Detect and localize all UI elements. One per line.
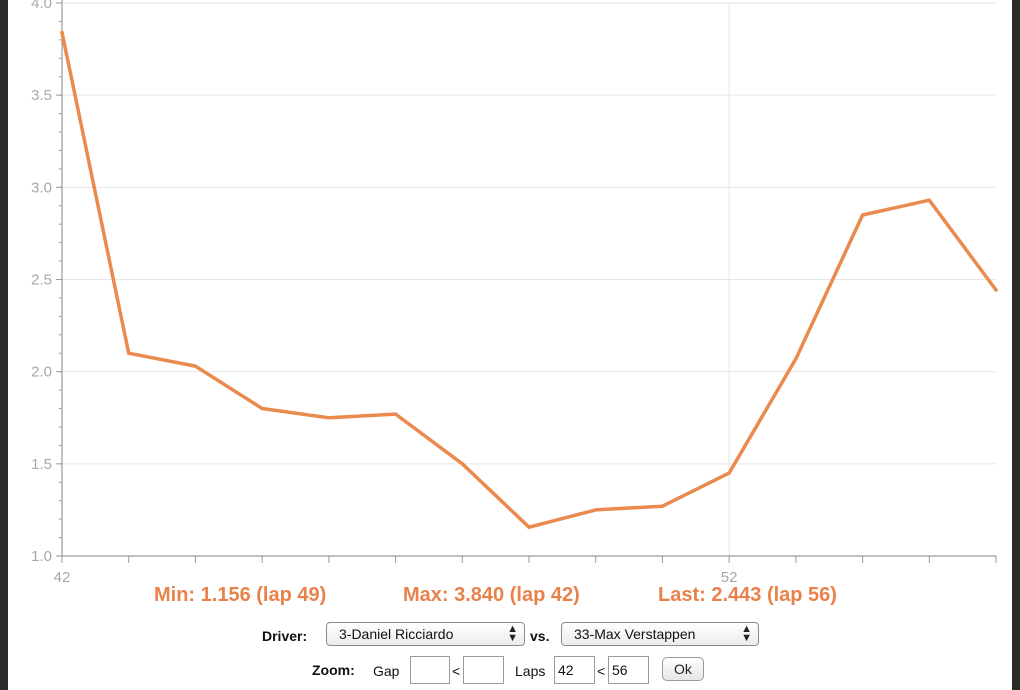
ok-button[interactable]: Ok <box>662 657 704 681</box>
y-tick-label: 3.0 <box>31 179 52 196</box>
driver-label: Driver: <box>262 628 308 644</box>
data-point <box>660 504 665 508</box>
data-point <box>260 406 264 411</box>
laps-from-input[interactable]: 42 <box>554 656 595 684</box>
y-tick-label: 1.5 <box>31 456 52 473</box>
laps-to-input[interactable]: 56 <box>608 656 649 684</box>
y-tick-label: 4.0 <box>31 0 52 12</box>
x-tick-label: 42 <box>54 569 71 584</box>
data-point <box>393 412 398 416</box>
y-tick-label: 3.5 <box>31 87 52 104</box>
y-tick-label: 1.0 <box>31 548 52 565</box>
vs-label: vs. <box>530 628 550 644</box>
min-stat: Min: 1.156 (lap 49) <box>154 584 327 606</box>
x-tick-label: 52 <box>721 569 738 584</box>
gap-chart: 1.0 1.5 2.0 2.5 3.0 3.5 4.0 42 52 <box>31 0 998 584</box>
data-point <box>860 213 865 217</box>
driver-row: Driver: 3-Daniel Ricciardo ▲ ▼ vs. 33-Max… <box>0 622 1020 650</box>
max-stat: Max: 3.840 (lap 42) <box>403 584 580 606</box>
driver-a-value: 3-Daniel Ricciardo <box>339 626 454 642</box>
data-point <box>727 471 731 475</box>
data-point <box>927 198 931 202</box>
data-point <box>127 351 131 355</box>
data-point <box>460 462 464 466</box>
driver-b-value: 33-Max Verstappen <box>574 626 696 642</box>
data-point <box>327 416 331 420</box>
data-point <box>60 30 64 35</box>
updown-arrow-icon: ▲ ▼ <box>741 623 752 644</box>
data-point <box>527 525 531 529</box>
data-point <box>794 357 798 361</box>
data-point <box>994 288 998 292</box>
gap-to-input[interactable] <box>463 656 504 684</box>
updown-arrow-icon: ▲ ▼ <box>507 623 518 644</box>
last-stat: Last: 2.443 (lap 56) <box>658 584 837 606</box>
gap-lt-symbol: < <box>452 663 461 679</box>
y-tick-label: 2.0 <box>31 364 52 381</box>
laps-label: Laps <box>515 663 546 679</box>
driver-b-select[interactable]: 33-Max Verstappen ▲ ▼ <box>561 622 759 646</box>
y-tick-label: 2.5 <box>31 272 52 289</box>
stats-bar: Min: 1.156 (lap 49) Max: 3.840 (lap 42) … <box>0 584 1020 612</box>
gap-from-input[interactable] <box>410 656 450 684</box>
gap-label: Gap <box>373 663 400 679</box>
laps-lt-symbol: < <box>597 663 606 679</box>
zoom-row: Zoom: Gap < Laps 42 < 56 Ok <box>0 656 1020 684</box>
data-point <box>193 364 198 368</box>
driver-a-select[interactable]: 3-Daniel Ricciardo ▲ ▼ <box>326 622 525 646</box>
zoom-label: Zoom: <box>312 662 355 678</box>
data-point <box>594 508 598 512</box>
